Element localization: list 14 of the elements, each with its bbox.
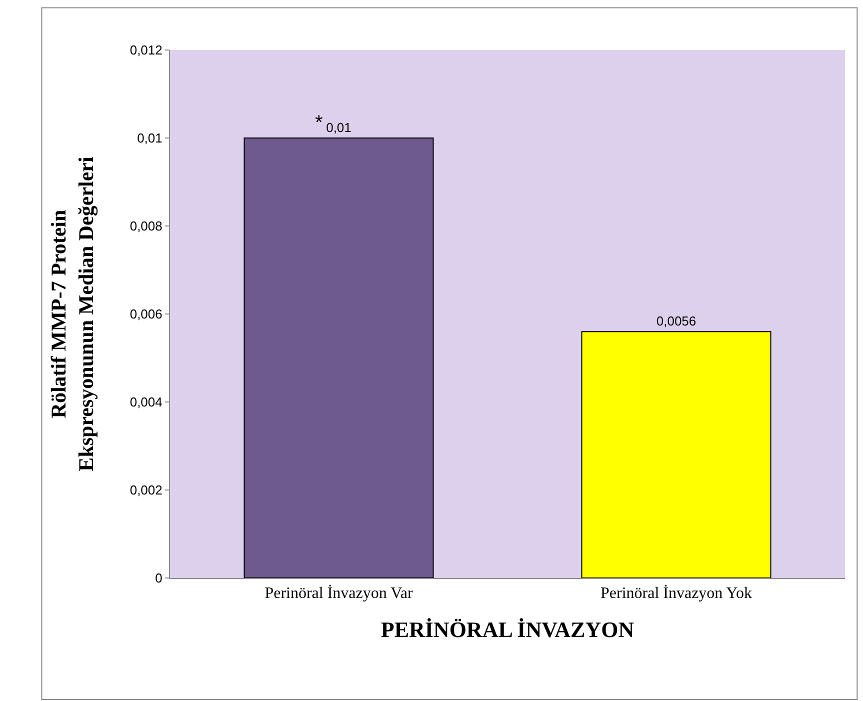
y-tick-label: 0 — [155, 570, 162, 586]
x-tick-label: Perinöral İnvazyon Yok — [600, 584, 752, 602]
y-tick-label: 0,004 — [130, 394, 162, 410]
y-tick-label: 0,012 — [130, 42, 162, 58]
data-label: 0,01 — [326, 120, 352, 135]
y-axis-title: Rölatif MMP-7 Protein Ekspresyonunun Median Değerleri — [46, 156, 98, 472]
x-tick-label: Perinöral İnvazyon Var — [264, 584, 414, 602]
data-label: 0,0056 — [656, 314, 696, 329]
x-axis-title: PERİNÖRAL İNVAZYON — [380, 617, 634, 642]
y-tick-label: 0,01 — [137, 130, 162, 146]
y-tick-label: 0,006 — [130, 306, 162, 322]
annotation: * — [315, 112, 323, 134]
y-tick-label: 0,008 — [130, 218, 162, 234]
y-tick-label: 0,002 — [130, 482, 162, 498]
